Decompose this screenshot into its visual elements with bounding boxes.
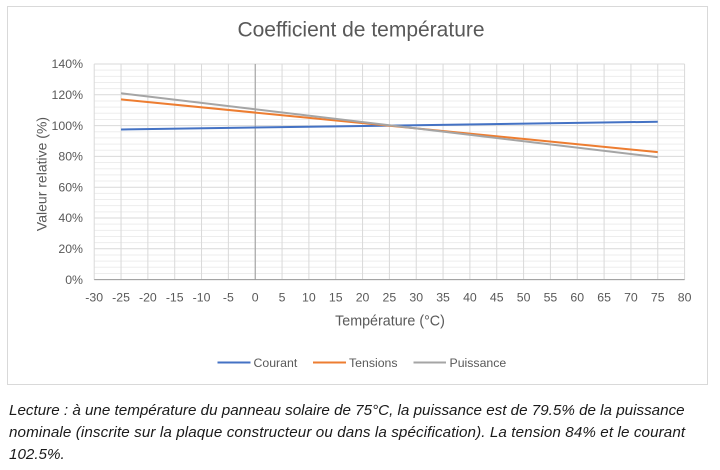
svg-text:100%: 100% <box>52 119 84 133</box>
svg-text:65: 65 <box>597 291 611 305</box>
svg-text:20%: 20% <box>58 242 83 256</box>
svg-text:Coefficient de température: Coefficient de température <box>237 19 484 42</box>
svg-text:Courant: Courant <box>254 356 298 370</box>
svg-text:70: 70 <box>624 291 638 305</box>
svg-text:Tensions: Tensions <box>349 356 398 370</box>
svg-text:35: 35 <box>436 291 450 305</box>
svg-text:30: 30 <box>409 291 423 305</box>
svg-text:20: 20 <box>356 291 370 305</box>
svg-text:15: 15 <box>329 291 343 305</box>
svg-text:80: 80 <box>678 291 692 305</box>
svg-text:10: 10 <box>302 291 316 305</box>
svg-text:-15: -15 <box>166 291 184 305</box>
svg-text:0%: 0% <box>65 273 83 287</box>
svg-text:-25: -25 <box>112 291 130 305</box>
svg-text:75: 75 <box>651 291 665 305</box>
svg-text:140%: 140% <box>52 57 84 71</box>
svg-text:Température (°C): Température (°C) <box>335 314 445 330</box>
svg-text:Valeur relative (%): Valeur relative (%) <box>34 117 50 231</box>
svg-text:55: 55 <box>544 291 558 305</box>
svg-text:80%: 80% <box>58 150 83 164</box>
svg-text:-30: -30 <box>85 291 103 305</box>
svg-text:50: 50 <box>517 291 531 305</box>
svg-text:60: 60 <box>570 291 584 305</box>
svg-text:Puissance: Puissance <box>450 356 507 370</box>
svg-text:-20: -20 <box>139 291 157 305</box>
svg-text:-10: -10 <box>193 291 211 305</box>
svg-text:45: 45 <box>490 291 504 305</box>
svg-text:5: 5 <box>279 291 286 305</box>
svg-text:120%: 120% <box>52 88 84 102</box>
svg-text:60%: 60% <box>58 180 83 194</box>
svg-text:40%: 40% <box>58 211 83 225</box>
svg-text:0: 0 <box>252 291 259 305</box>
svg-text:-5: -5 <box>223 291 234 305</box>
svg-text:40: 40 <box>463 291 477 305</box>
svg-text:25: 25 <box>383 291 397 305</box>
